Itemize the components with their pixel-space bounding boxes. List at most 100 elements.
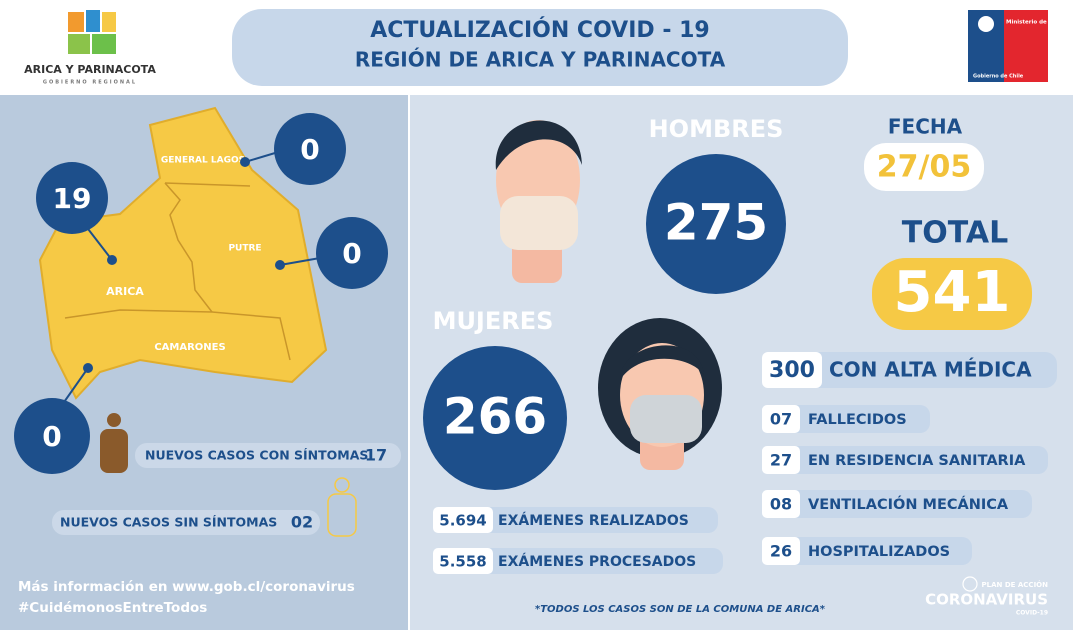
- person-head: [334, 477, 350, 493]
- stat-pill: [762, 352, 1057, 388]
- map-dot: [83, 363, 93, 373]
- stat-box: [762, 537, 800, 565]
- person-body: [100, 429, 128, 473]
- women-value: 266: [443, 388, 547, 446]
- exam-pill: [433, 507, 718, 533]
- virus-icon: [962, 576, 978, 592]
- commune-label: PUTRE: [228, 244, 261, 254]
- total-label: TOTAL: [902, 216, 1008, 251]
- men-circle: [646, 154, 786, 294]
- map-dot: [275, 260, 285, 270]
- exam-value: 5.694: [439, 512, 486, 530]
- connector: [84, 224, 113, 261]
- person-symptoms: [100, 413, 128, 473]
- case-count: 0: [342, 237, 361, 270]
- info-link: Más información en www.gob.cl/coronaviru…: [18, 579, 355, 595]
- ministry: Ministerio de Salud: [1006, 20, 1066, 26]
- logo-emblem: [978, 16, 994, 32]
- stat-label: HOSPITALIZADOS: [808, 544, 950, 560]
- hashtag: #CuidémonosEntreTodos: [18, 600, 207, 616]
- new-cases-value: 02: [291, 513, 313, 532]
- men-value: 275: [664, 194, 768, 252]
- logo-red: [1004, 10, 1048, 82]
- map-dots: [83, 157, 285, 373]
- stat-box: [762, 490, 800, 518]
- org-sub: GOBIERNO REGIONAL: [43, 80, 137, 86]
- logo-block: [102, 12, 116, 32]
- case-count: 0: [42, 420, 61, 453]
- org-name: ARICA Y PARINACOTA: [24, 63, 156, 76]
- map-dot: [240, 157, 250, 167]
- stat-pill: [762, 405, 930, 433]
- date-value: 27/05: [877, 150, 971, 185]
- connector: [61, 367, 89, 406]
- ministry-logo: [968, 10, 1048, 82]
- women-label: MUJERES: [433, 307, 554, 335]
- stat-box: [762, 352, 822, 388]
- map-dot: [107, 255, 117, 265]
- exam-label: EXÁMENES REALIZADOS: [498, 512, 689, 529]
- exam-box: [433, 507, 493, 533]
- stat-pill: [762, 490, 1032, 518]
- logo-block: [68, 34, 90, 54]
- subtitle: REGIÓN DE ARICA Y PARINACOTA: [355, 48, 726, 72]
- commune-label: ARICA: [106, 285, 144, 298]
- case-count: 0: [300, 133, 319, 166]
- total-value: 541: [894, 260, 1011, 325]
- exam-pill: [433, 548, 723, 574]
- government: Gobierno de Chile: [973, 74, 1024, 80]
- new-cases-pill: [52, 510, 320, 535]
- case-count: 19: [53, 182, 92, 215]
- commune-border: [164, 182, 213, 313]
- logo-block: [92, 34, 116, 54]
- case-circle: [274, 113, 346, 185]
- men-label: HOMBRES: [649, 115, 784, 143]
- women-circle: [423, 346, 567, 490]
- campaign-sub: COVID-19: [1016, 610, 1048, 617]
- case-circle: [36, 162, 108, 234]
- campaign-top: PLAN DE ACCIÓN: [982, 580, 1049, 589]
- case-circle: [316, 217, 388, 289]
- note: *TODOS LOS CASOS SON DE LA COMUNA DE ARI…: [535, 604, 826, 615]
- stat-value: 07: [770, 410, 792, 429]
- new-cases-label: NUEVOS CASOS SIN SÍNTOMAS: [60, 515, 277, 530]
- case-circle: [14, 398, 90, 474]
- woman-illustration: [598, 318, 722, 470]
- stat-value: 300: [769, 358, 815, 383]
- exam-value: 5.558: [439, 553, 486, 571]
- stat-label: CON ALTA MÉDICA: [829, 358, 1032, 382]
- connector: [279, 257, 321, 266]
- stat-label: EN RESIDENCIA SANITARIA: [808, 453, 1026, 469]
- mask: [630, 395, 702, 443]
- exam-label: EXÁMENES PROCESADOS: [498, 553, 696, 570]
- person-head: [107, 413, 121, 427]
- person-body: [327, 493, 357, 537]
- mask: [500, 196, 578, 250]
- campaign-main: CORONAVIRUS: [925, 591, 1048, 609]
- hair: [495, 120, 582, 170]
- stat-pill: [762, 446, 1048, 474]
- total-pill: [872, 258, 1032, 330]
- stat-box: [762, 405, 800, 433]
- bangs: [620, 345, 704, 380]
- new-cases-pill: [135, 443, 401, 468]
- stat-value: 08: [770, 495, 792, 514]
- date-pill: [864, 143, 984, 191]
- exam-box: [433, 548, 493, 574]
- stat-label: VENTILACIÓN MECÁNICA: [808, 495, 1009, 513]
- logo-block: [86, 10, 100, 32]
- title-pill: [232, 9, 848, 86]
- commune-border: [164, 182, 251, 187]
- commune-label: CAMARONES: [154, 342, 225, 353]
- man-illustration: [495, 120, 582, 283]
- stat-label: FALLECIDOS: [808, 412, 907, 428]
- stat-value: 27: [770, 451, 792, 470]
- logo-block: [68, 12, 84, 32]
- stat-box: [762, 446, 800, 474]
- commune-border: [64, 309, 291, 361]
- commune-label: GENERAL LAGOS: [161, 156, 245, 166]
- title: ACTUALIZACIÓN COVID - 19: [370, 17, 709, 43]
